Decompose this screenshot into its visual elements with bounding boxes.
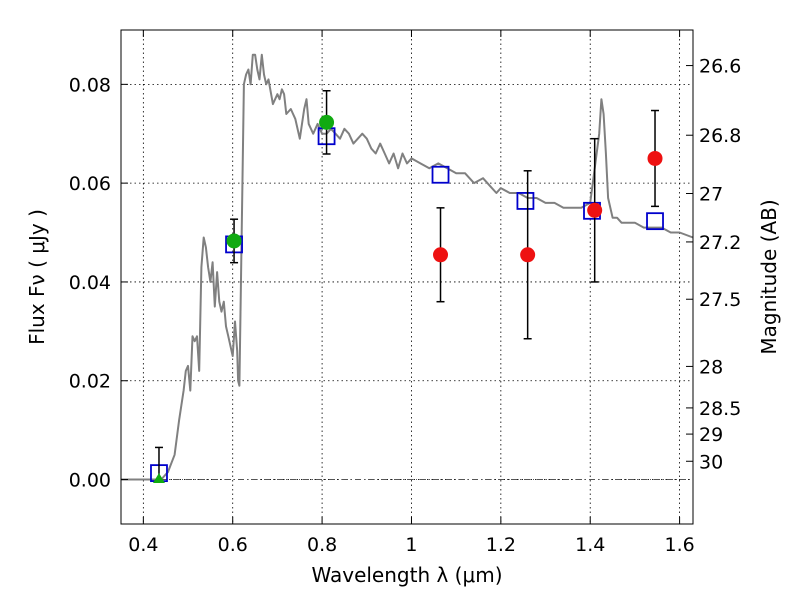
x-axis-label: Wavelength λ (μm) [311,563,502,587]
x-tick-label: 1.4 [575,534,605,556]
observed-point-green [319,114,335,130]
y-tick-label: 0.02 [69,371,111,393]
model-sed-layer [121,53,694,481]
right-tick-label: 28 [699,356,723,378]
right-tick-label: 26.6 [699,56,741,78]
right-tick-label: 27 [699,184,723,206]
observed-point-red [520,247,536,263]
model-sed-line [121,53,694,481]
plot-background [121,30,693,524]
plot-frame [120,29,694,525]
x-tick-label: 1.2 [486,534,516,556]
right-tick-label: 28.5 [699,398,741,420]
y-tick-label: 0.04 [69,272,111,294]
right-tick-label: 27.2 [699,232,741,254]
y-tick-label: 0.08 [69,74,111,96]
axes: 0.4 0.6 0.8 1 1.2 1.4 1.6 0.00 0.02 0.04 0.06 0.08 2… [69,30,741,556]
x-tick-label: 0.6 [218,534,248,556]
observed-point-red [587,202,603,218]
observed-point-red [433,247,449,263]
observed-point-red [647,150,663,166]
y-tick-label: 0.00 [69,470,111,492]
right-tick-label: 29 [699,424,723,446]
marker-layer [150,90,664,484]
right-tick-label: 30 [699,451,723,473]
observed-point-green [226,233,242,249]
right-tick-label: 27.5 [699,289,741,311]
right-tick-label: 26.8 [699,125,741,147]
y-axis-label: Flux Fν ( μJy ) [25,209,49,345]
upper-limit-triangle [152,473,165,484]
y-tick-label: 0.06 [69,173,111,195]
x-tick-label: 0.4 [128,534,158,556]
x-tick-label: 1 [405,534,417,556]
model-photometry-square [646,212,664,231]
model-photometry-square [431,165,450,184]
right-axis-label: Magnitude (AB) [757,199,781,354]
model-photometry-square [516,192,535,210]
x-tick-label: 1.6 [664,534,694,556]
x-tick-label: 0.8 [307,534,337,556]
